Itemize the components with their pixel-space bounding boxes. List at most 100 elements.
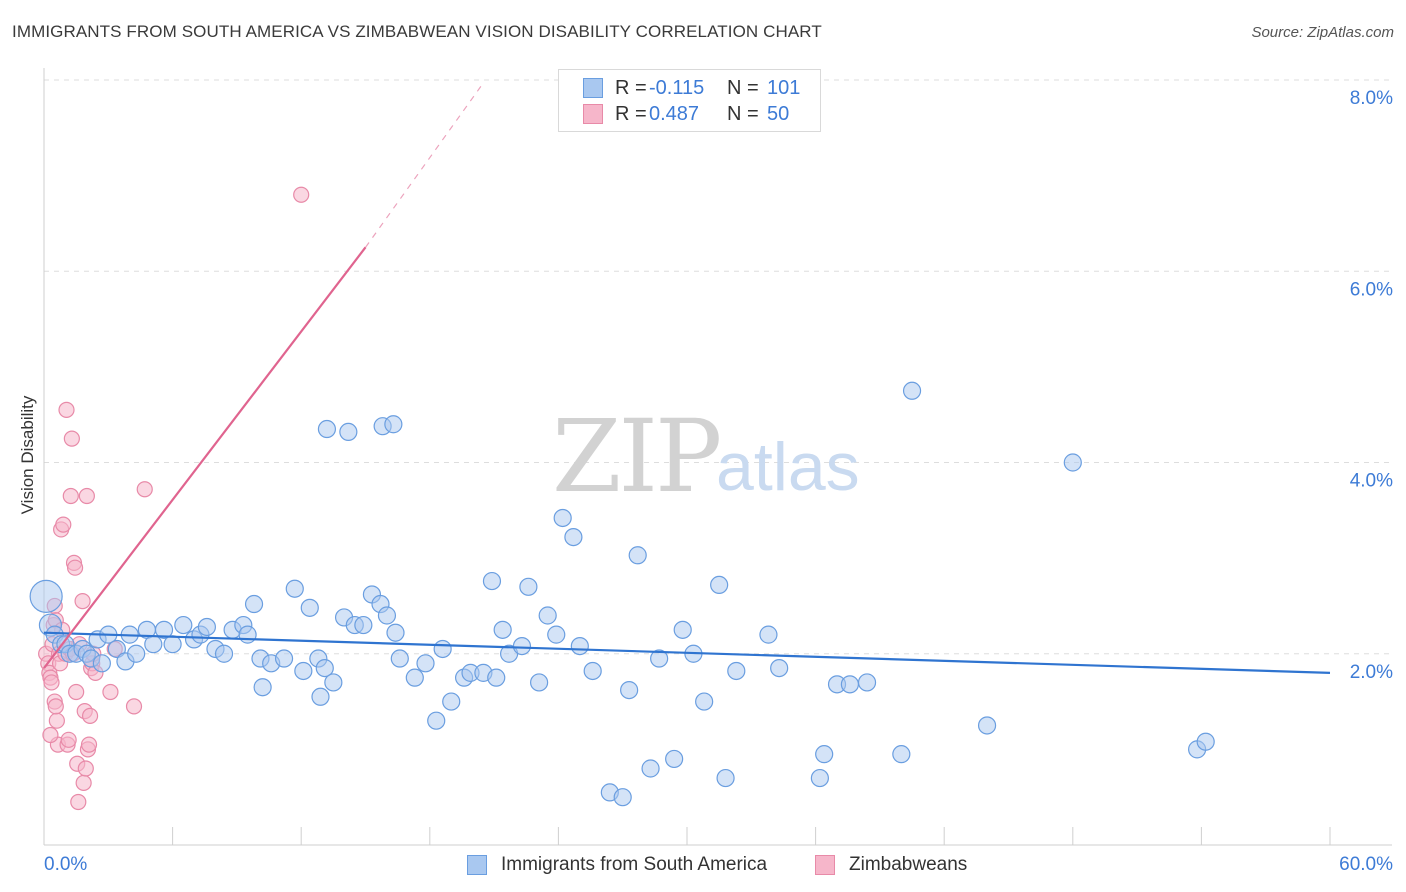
- x-tick-label: 0.0%: [44, 854, 87, 875]
- zimbabweans-point: [102, 683, 119, 701]
- r-label: R =: [615, 102, 647, 125]
- south-america-point: [354, 615, 373, 635]
- y-tick-label: 8.0%: [1350, 88, 1393, 109]
- r-value: -0.115: [649, 76, 705, 99]
- bottom-legend-pink: Zimbabweans: [815, 852, 967, 878]
- axes: [43, 68, 1392, 846]
- y-tick-label: 4.0%: [1350, 471, 1393, 492]
- south-america-point: [487, 668, 506, 687]
- watermark-atlas: atlas: [716, 429, 860, 505]
- south-america-point: [214, 644, 234, 663]
- south-america-point: [650, 649, 669, 668]
- zimbabweans-trend-extension: [365, 82, 484, 248]
- zimbabweans-point: [66, 559, 84, 576]
- south-america-point: [519, 577, 538, 596]
- n-value: 50: [767, 102, 790, 125]
- zimbabweans-point: [136, 481, 153, 498]
- south-america-point: [324, 673, 343, 692]
- n-label: N =: [727, 102, 759, 125]
- south-america-point: [977, 716, 997, 735]
- south-america-point: [538, 606, 557, 625]
- south-america-point: [512, 636, 532, 656]
- zimbabweans-point: [58, 401, 75, 419]
- south-america-point: [174, 615, 193, 635]
- south-america-point: [29, 579, 63, 613]
- south-america-point: [673, 620, 692, 639]
- south-america-point: [810, 768, 829, 788]
- pink-swatch: [583, 104, 603, 124]
- south-america-point: [154, 620, 174, 639]
- south-america-point: [710, 575, 729, 595]
- y-tick-label: 2.0%: [1350, 662, 1393, 683]
- south-america-point: [770, 658, 789, 678]
- south-america-point: [1063, 453, 1082, 472]
- chart-title: IMMIGRANTS FROM SOUTH AMERICA VS ZIMBABW…: [12, 22, 822, 41]
- source-label: Source: ZipAtlas.com: [1251, 24, 1394, 41]
- south-america-point: [300, 598, 319, 617]
- zimbabweans-point: [62, 487, 79, 505]
- zimbabweans-point: [125, 698, 143, 715]
- zimbabweans-point: [60, 731, 77, 748]
- y-axis-label: Vision Disability: [18, 395, 37, 515]
- south-america-point: [840, 675, 859, 694]
- south-america-point: [416, 654, 435, 673]
- south-america-point: [902, 381, 922, 400]
- south-america-point: [384, 415, 403, 434]
- south-america-point: [564, 527, 583, 547]
- south-america-point: [530, 673, 549, 692]
- stats-legend: R = -0.115 N = 101 R = 0.487 N = 50: [558, 69, 821, 132]
- zimbabweans-point: [74, 593, 91, 610]
- south-america-point: [815, 745, 834, 764]
- zimbabweans-point: [68, 683, 85, 701]
- n-value: 101: [767, 76, 801, 99]
- south-america-point: [442, 692, 461, 711]
- south-america-point: [553, 508, 572, 528]
- zimbabweans-point: [80, 736, 98, 753]
- south-america-point: [274, 649, 294, 668]
- south-america-point: [315, 658, 334, 678]
- legend-label-zimbabweans: Zimbabweans: [849, 854, 968, 875]
- y-tick-label: 6.0%: [1350, 279, 1393, 300]
- south-america-point: [695, 692, 714, 711]
- south-america-point: [427, 711, 446, 730]
- legend-row-pink: R = 0.487 N = 50: [583, 101, 789, 127]
- zimbabweans-point: [42, 726, 59, 744]
- zimbabweans-point: [78, 487, 95, 505]
- zimbabweans-point: [293, 186, 310, 203]
- zimbabweans-point: [63, 430, 80, 447]
- south-america-point: [127, 644, 146, 663]
- south-america-point: [339, 422, 358, 441]
- south-america-point: [390, 649, 409, 668]
- south-america-trend-line: [43, 631, 1331, 674]
- south-america-point: [547, 625, 566, 644]
- r-label: R =: [615, 76, 647, 99]
- south-america-point: [144, 635, 163, 654]
- legend-row-blue: R = -0.115 N = 101: [583, 75, 800, 101]
- south-america-point: [317, 419, 337, 439]
- south-america-point: [163, 635, 182, 654]
- south-america-point: [665, 749, 684, 769]
- blue-swatch: [467, 855, 487, 875]
- south-america-point: [107, 639, 126, 659]
- legend-label-south-america: Immigrants from South America: [501, 854, 768, 875]
- south-america-point: [386, 623, 405, 642]
- south-america-point: [641, 759, 660, 778]
- r-value: 0.487: [649, 102, 700, 125]
- south-america-point: [727, 661, 746, 681]
- zimbabweans-point: [55, 516, 72, 533]
- zimbabweans-point: [75, 774, 92, 791]
- south-america-point: [285, 579, 304, 598]
- south-america-point: [197, 617, 216, 637]
- trend-lines: [43, 82, 1331, 674]
- n-label: N =: [727, 76, 759, 99]
- pink-swatch: [815, 855, 835, 875]
- south-america-point: [405, 668, 424, 687]
- zimbabweans-point: [77, 760, 94, 777]
- south-america-series: [29, 381, 1215, 807]
- south-america-point: [716, 768, 735, 788]
- south-america-point: [238, 625, 257, 644]
- south-america-point: [244, 594, 264, 614]
- zimbabweans-point: [43, 674, 60, 691]
- gridlines: [44, 79, 1392, 655]
- zimbabweans-point: [48, 712, 65, 729]
